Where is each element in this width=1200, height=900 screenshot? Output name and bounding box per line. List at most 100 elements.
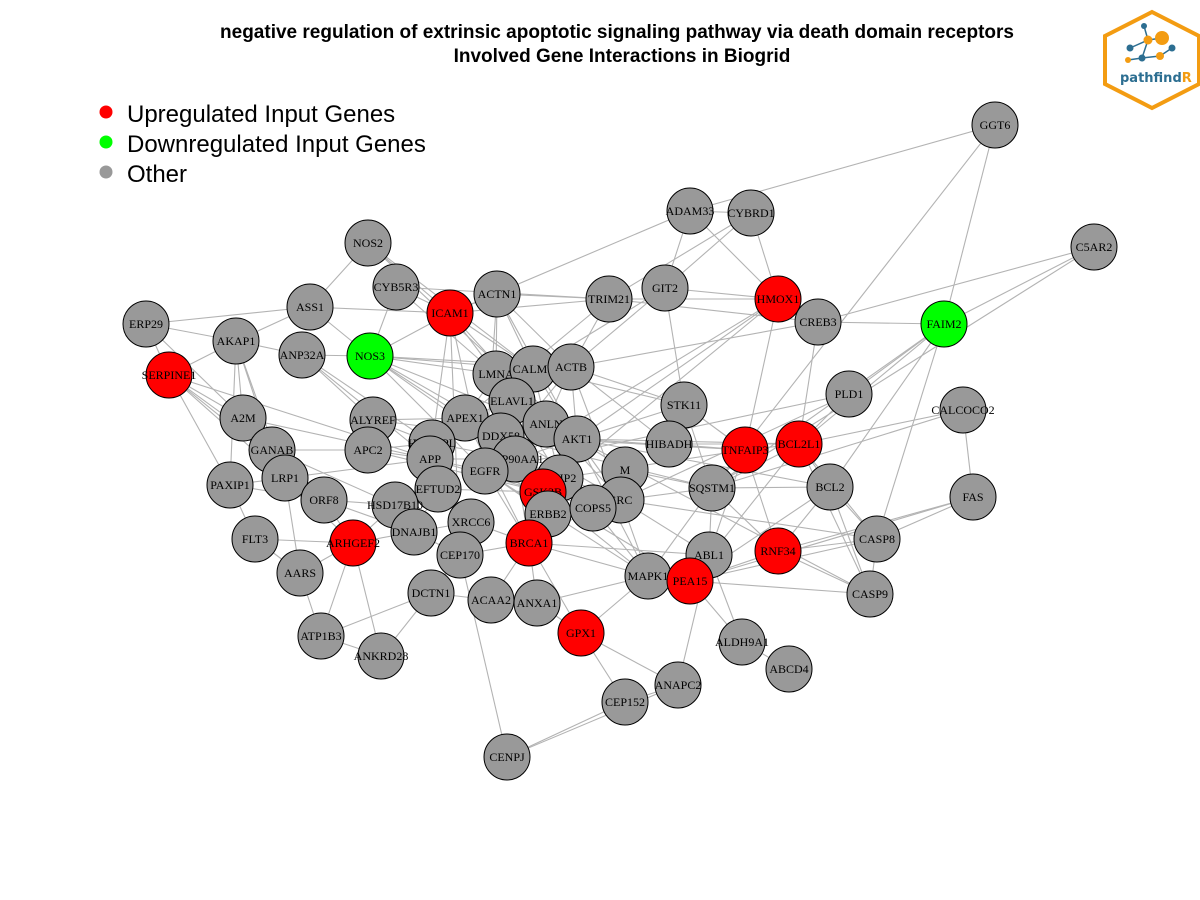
node-circle (461, 447, 509, 495)
node-label: C5AR2 (1076, 240, 1113, 254)
node-a2m: A2M (219, 394, 267, 442)
node-akap1: AKAP1 (212, 317, 260, 365)
node-pea15: PEA15 (666, 557, 714, 605)
node-label: ANAPC2 (655, 678, 702, 692)
node-label: NOS3 (355, 349, 385, 363)
node-rnf34: RNF34 (754, 527, 802, 575)
node-circle (286, 283, 334, 331)
node-label: XRCC6 (452, 515, 491, 529)
node-anapc2: ANAPC2 (654, 661, 702, 709)
edge-anapc2-cenpj (506, 684, 679, 758)
node-circle (765, 645, 813, 693)
node-circle (1070, 223, 1118, 271)
node-label: ADAM33 (666, 204, 715, 218)
node-dnajb1: DNAJB1 (390, 508, 438, 556)
node-circle (357, 632, 405, 680)
node-erp29: ERP29 (122, 300, 170, 348)
legend-marker-down (99, 135, 113, 149)
node-label: COPS5 (575, 501, 611, 515)
node-nos3: NOS3 (346, 332, 394, 380)
edge-bcl2l1-casp9 (798, 443, 871, 595)
node-label: EFTUD2 (416, 482, 461, 496)
node-circle (949, 473, 997, 521)
node-label: CENPJ (489, 750, 525, 764)
node-label: RNF34 (760, 544, 795, 558)
node-circle (754, 527, 802, 575)
legend-label-up: Upregulated Input Genes (127, 101, 395, 128)
node-mapk1: MAPK1 (624, 552, 672, 600)
node-circle (390, 508, 438, 556)
node-atp1b3: ATP1B3 (297, 612, 345, 660)
node-ggt6: GGT6 (971, 101, 1019, 149)
node-aldh9a1: ALDH9A1 (715, 618, 769, 666)
edge-brca1-abl1 (528, 542, 710, 556)
node-circle (806, 463, 854, 511)
node-cybrd1: CYBRD1 (727, 189, 775, 237)
node-label: ACTN1 (478, 287, 517, 301)
node-circle (276, 549, 324, 597)
node-circle (219, 394, 267, 442)
node-acaa2: ACAA2 (467, 576, 515, 624)
node-anxa1: ANXA1 (513, 579, 561, 627)
node-lrp1: LRP1 (261, 454, 309, 502)
node-label: ERP29 (129, 317, 163, 331)
node-circle (505, 519, 553, 567)
node-label: PEA15 (673, 574, 708, 588)
node-circle (775, 420, 823, 468)
node-actn1: ACTN1 (473, 270, 521, 318)
node-hmox1: HMOX1 (754, 275, 802, 323)
edge-c5ar2-creb3 (817, 246, 1095, 323)
network-logo-icon (1125, 23, 1176, 63)
node-label: ANLN (529, 417, 563, 431)
node-label: ALYREF (350, 413, 396, 427)
edge-erp29-ass1 (145, 306, 311, 325)
node-orf8: ORF8 (300, 476, 348, 524)
node-label: CYB5R3 (374, 280, 419, 294)
node-circle (344, 219, 392, 267)
node-label: ABCD4 (769, 662, 808, 676)
node-anp32a: ANP32A (278, 331, 326, 379)
node-label: TRIM21 (588, 292, 630, 306)
node-label: ABL1 (694, 548, 724, 562)
node-circle (426, 289, 474, 337)
edge-ggt6-sqstm1 (711, 124, 996, 489)
node-circle (547, 343, 595, 391)
legend-marker-up (99, 105, 113, 119)
edge-faim2-bcl2 (829, 323, 945, 488)
network-nodes: GGT6 ADAM33 CYBRD1 C5AR2 NOS2 CYB5R3 ACTN1 TRIM… (122, 101, 1118, 781)
node-circle (407, 569, 455, 617)
node-label: HSD17B10 (367, 498, 423, 512)
node-circle (794, 298, 842, 346)
node-label: DNAJB1 (392, 525, 437, 539)
node-label: SQSTM1 (689, 481, 735, 495)
node-label: AARS (284, 566, 316, 580)
edge-akt1-bcl2 (576, 438, 831, 488)
node-label: ASS1 (296, 300, 324, 314)
node-circle (344, 426, 392, 474)
node-circle (645, 420, 693, 468)
node-circle (754, 275, 802, 323)
node-label: PAXIP1 (210, 478, 250, 492)
node-label: ATP1B3 (300, 629, 341, 643)
node-label: GGT6 (980, 118, 1011, 132)
edge-src-casp8 (620, 499, 878, 540)
node-circle (300, 476, 348, 524)
edge-calcoco2-bcl2l1 (798, 409, 964, 445)
node-cenpj: CENPJ (483, 733, 531, 781)
node-circle (920, 300, 968, 348)
edge-cybrd1-trim21 (608, 212, 752, 300)
legend-marker-other (99, 165, 113, 179)
node-label: PLD1 (835, 387, 864, 401)
node-label: ANP32A (280, 348, 325, 362)
node-label: LRP1 (271, 471, 299, 485)
node-label: SERPINE1 (142, 368, 197, 382)
node-label: ERBB2 (529, 507, 566, 521)
node-label: FAS (962, 490, 983, 504)
node-bcl2l1: BCL2L1 (775, 420, 823, 468)
node-ankrd28: ANKRD28 (354, 632, 408, 680)
pathfindr-logo: pathfindR (1103, 9, 1200, 111)
node-creb3: CREB3 (794, 298, 842, 346)
node-adam33: ADAM33 (666, 187, 715, 235)
edge-calcoco2-sqstm1 (711, 409, 964, 489)
node-circle (414, 465, 462, 513)
